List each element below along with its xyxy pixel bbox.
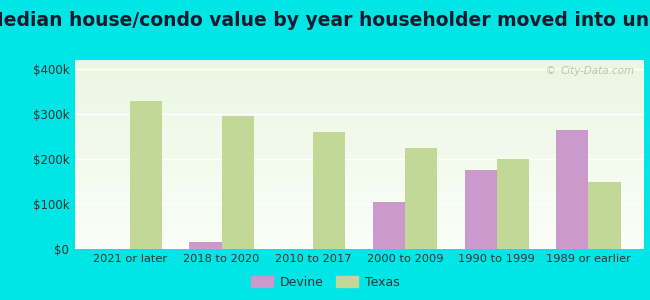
Bar (465, 170, 497, 249)
Legend: Devine, Texas: Devine, Texas (246, 271, 404, 294)
Bar (189, 242, 222, 249)
Bar (130, 100, 162, 249)
Text: Median house/condo value by year householder moved into unit: Median house/condo value by year househo… (0, 11, 650, 29)
Text: City-Data.com: City-Data.com (561, 66, 635, 76)
Bar (313, 132, 345, 249)
Bar (405, 148, 437, 249)
Bar (373, 202, 405, 249)
Text: ©: © (545, 66, 555, 76)
Bar (556, 130, 588, 249)
Bar (497, 159, 529, 249)
Bar (222, 116, 254, 249)
Bar (588, 182, 621, 249)
